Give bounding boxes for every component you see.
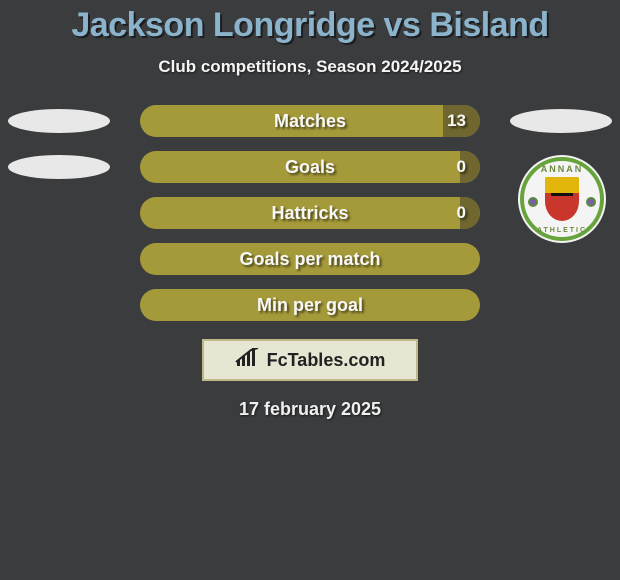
stat-value-right: 0 (457, 151, 466, 183)
stat-label: Goals per match (140, 243, 480, 275)
stat-value-right: 13 (447, 105, 466, 137)
stat-row: Goals 0 ANNAN ATHLETIC (0, 151, 620, 185)
stat-label: Min per goal (140, 289, 480, 321)
stat-label: Goals (140, 151, 480, 183)
branding-box: FcTables.com (202, 339, 418, 381)
branding-chart-icon (235, 348, 261, 373)
left-player-oval (8, 109, 110, 133)
stat-bar: Min per goal (140, 289, 480, 321)
stat-label: Matches (140, 105, 480, 137)
stat-bar: Goals per match (140, 243, 480, 275)
stat-bar: Hattricks 0 (140, 197, 480, 229)
stat-row: Min per goal (0, 289, 620, 323)
stat-value-right: 0 (457, 197, 466, 229)
stat-row: Hattricks 0 (0, 197, 620, 231)
stat-bar: Goals 0 (140, 151, 480, 183)
page-subtitle: Club competitions, Season 2024/2025 (0, 57, 620, 77)
branding-text: FcTables.com (267, 350, 386, 371)
left-player-oval (8, 155, 110, 179)
stat-row: Matches 13 (0, 105, 620, 139)
page-title: Jackson Longridge vs Bisland (0, 0, 620, 45)
right-player-oval (510, 109, 612, 133)
stat-rows: Matches 13 Goals 0 ANNAN ATHLETIC (0, 105, 620, 323)
stat-label: Hattricks (140, 197, 480, 229)
stat-row: Goals per match (0, 243, 620, 277)
stat-bar: Matches 13 (140, 105, 480, 137)
date-text: 17 february 2025 (0, 399, 620, 420)
club-badge-top-text: ANNAN (541, 164, 584, 174)
